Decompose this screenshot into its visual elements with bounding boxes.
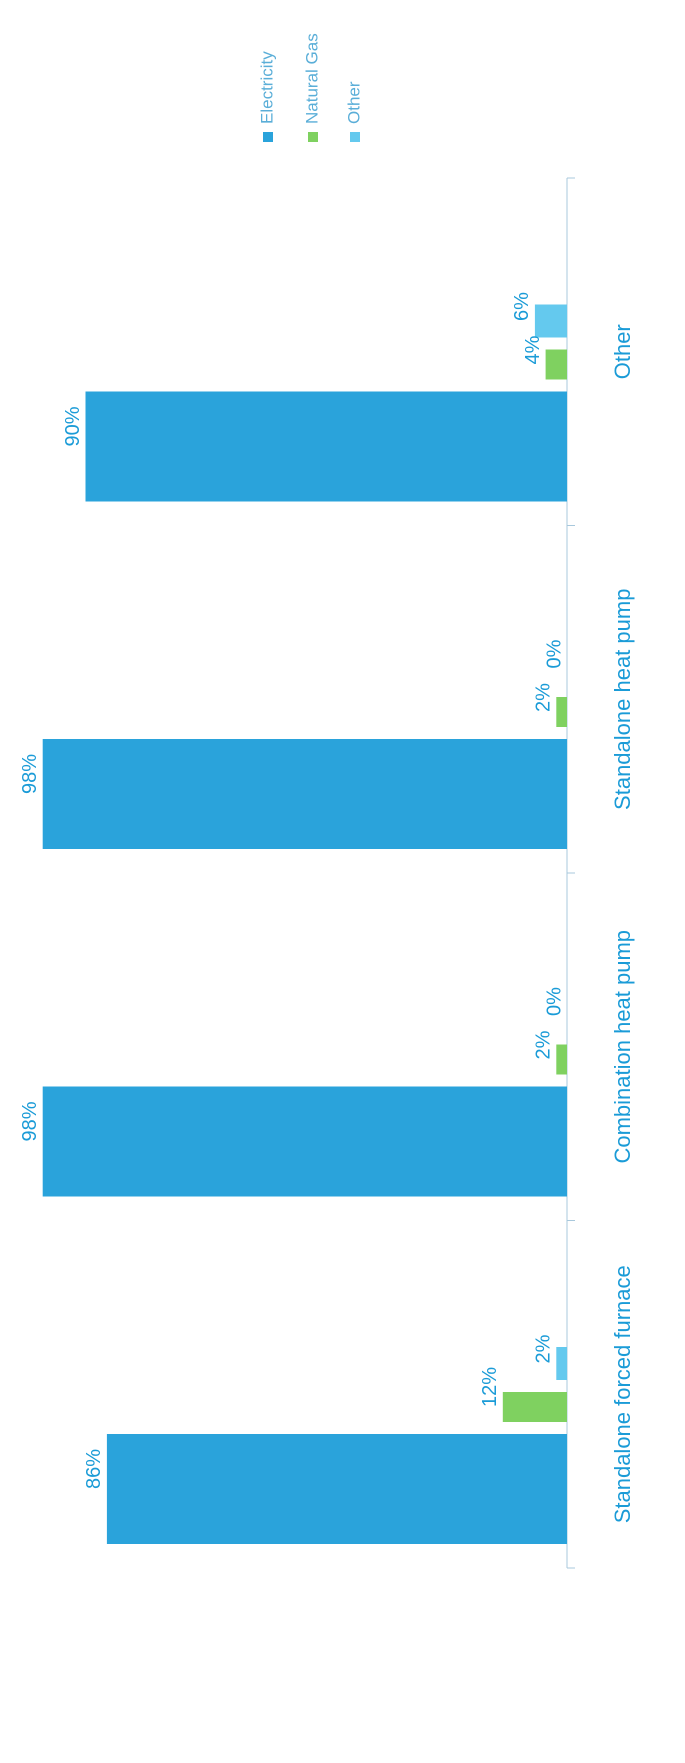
axis bbox=[566, 177, 575, 1569]
data-label-electricity-combination-heat-pump: 98% bbox=[19, 1101, 41, 1141]
data-label-other-combination-heat-pump: 0% bbox=[543, 987, 565, 1016]
data-label-natural-gas-other: 4% bbox=[522, 335, 544, 364]
data-label-other-standalone-heat-pump: 0% bbox=[543, 639, 565, 668]
legend: Electricity Natural Gas Other bbox=[257, 33, 363, 142]
data-label-natural-gas-standalone-heat-pump: 2% bbox=[533, 683, 555, 712]
category-label-standalone-heat-pump: Standalone heat pump bbox=[610, 589, 635, 810]
data-label-other-other: 6% bbox=[511, 292, 533, 321]
legend-label-natural-gas: Natural Gas bbox=[302, 33, 321, 124]
bar-electricity-standalone-heat-pump bbox=[42, 739, 567, 849]
bar-electricity-combination-heat-pump bbox=[42, 1086, 567, 1197]
labels: 86% 12% 2% Standalone forced furnace 98% 2% 0%… bbox=[19, 292, 635, 1523]
bar-other-other bbox=[534, 304, 567, 338]
data-label-electricity-standalone-forced-furnace: 86% bbox=[83, 1449, 105, 1489]
data-label-natural-gas-standalone-forced-furnace: 12% bbox=[479, 1367, 501, 1407]
category-label-combination-heat-pump: Combination heat pump bbox=[610, 930, 635, 1164]
legend-swatch-electricity bbox=[263, 132, 273, 142]
bars bbox=[42, 304, 568, 1544]
legend-label-other: Other bbox=[344, 81, 363, 124]
legend-label-electricity: Electricity bbox=[257, 51, 276, 124]
bar-electricity-standalone-forced-furnace bbox=[106, 1434, 568, 1544]
bar-natural-gas-standalone-forced-furnace bbox=[502, 1392, 567, 1422]
bar-other-standalone-forced-furnace bbox=[556, 1347, 567, 1380]
data-label-electricity-other: 90% bbox=[62, 406, 84, 446]
legend-swatch-other bbox=[350, 132, 360, 142]
bar-electricity-other bbox=[85, 391, 567, 502]
data-label-electricity-standalone-heat-pump: 98% bbox=[19, 754, 41, 794]
legend-swatch-natural-gas bbox=[308, 132, 318, 142]
data-label-natural-gas-combination-heat-pump: 2% bbox=[533, 1030, 555, 1059]
bar-natural-gas-combination-heat-pump bbox=[556, 1044, 567, 1075]
bar-natural-gas-other bbox=[545, 349, 567, 380]
category-label-other: Other bbox=[610, 324, 635, 379]
data-label-other-standalone-forced-furnace: 2% bbox=[533, 1334, 555, 1363]
bar-natural-gas-standalone-heat-pump bbox=[556, 697, 567, 727]
category-label-standalone-forced-furnace: Standalone forced furnace bbox=[610, 1265, 635, 1523]
